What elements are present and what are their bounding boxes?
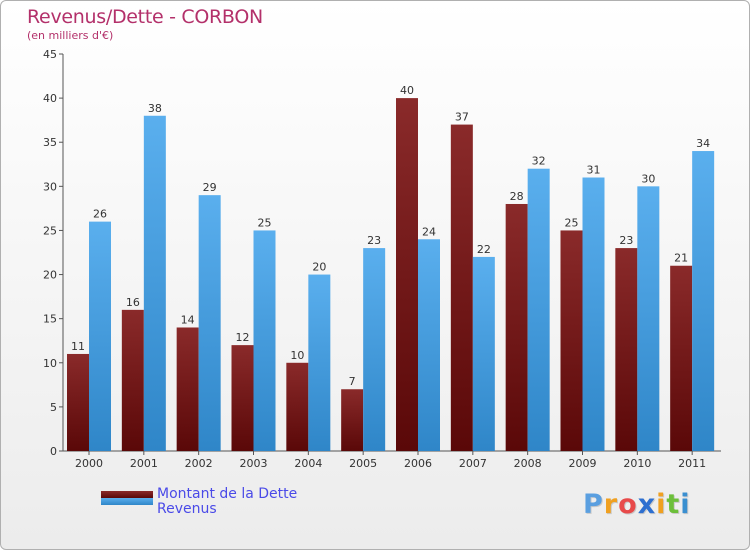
x-tick-label: 2010 [623, 457, 651, 470]
x-tick-label: 2000 [75, 457, 103, 470]
y-tick-label: 10 [43, 357, 57, 370]
y-tick-label: 15 [43, 313, 57, 326]
x-tick-label: 2005 [349, 457, 377, 470]
x-tick-label: 2003 [240, 457, 268, 470]
x-tick-label: 2004 [294, 457, 322, 470]
bar-revenus-2008 [527, 168, 550, 451]
bar-revenus-2001 [143, 115, 166, 451]
bar-revenus-2010 [637, 186, 660, 452]
logo-letter: o [618, 489, 638, 520]
bar-revenus-2005 [363, 248, 386, 451]
bar-dette-2008 [505, 203, 528, 451]
bar-dette-2003 [231, 345, 254, 451]
x-tick-label: 2008 [514, 457, 542, 470]
y-tick-label: 45 [43, 48, 57, 61]
legend-label-revenus: Revenus [157, 501, 217, 517]
bar-dette-2004 [286, 362, 309, 451]
bar-revenus-2007 [472, 256, 495, 451]
proxiti-logo: Proxiti [583, 489, 691, 520]
logo-letter: i [656, 489, 667, 520]
data-label-revenus-2000: 26 [93, 208, 107, 221]
bar-dette-2005 [341, 389, 364, 451]
data-label-dette-2002: 14 [181, 313, 195, 326]
x-tick-label: 2006 [404, 457, 432, 470]
bar-dette-2011 [670, 265, 693, 451]
data-label-revenus-2007: 22 [477, 243, 491, 256]
data-label-revenus-2010: 30 [641, 172, 655, 185]
data-label-dette-2010: 23 [619, 234, 633, 247]
legend-label-dette: Montant de la Dette [157, 486, 298, 502]
x-tick-label: 2009 [569, 457, 597, 470]
data-label-revenus-2005: 23 [367, 234, 381, 247]
logo-letter: P [583, 489, 604, 520]
bar-revenus-2000 [89, 221, 111, 451]
chart-title: Revenus/Dette - CORBON [27, 6, 263, 28]
data-label-dette-2003: 12 [236, 331, 250, 344]
legend-swatch-dette [101, 491, 153, 498]
x-tick-label: 2011 [678, 457, 706, 470]
data-label-revenus-2003: 25 [258, 216, 272, 229]
bar-revenus-2006 [418, 239, 440, 451]
bar-dette-2006 [396, 98, 418, 451]
y-tick-label: 0 [50, 445, 57, 458]
bar-dette-2007 [450, 124, 473, 452]
data-label-revenus-2011: 34 [696, 137, 710, 150]
y-tick-label: 25 [43, 224, 57, 237]
legend-swatch-revenus [101, 498, 153, 505]
data-label-revenus-2009: 31 [587, 164, 601, 177]
y-tick-label: 35 [43, 136, 57, 149]
logo-letter: t [666, 489, 681, 520]
bar-revenus-2011 [692, 151, 715, 452]
bar-revenus-2009 [582, 177, 605, 451]
bar-revenus-2004 [308, 274, 331, 451]
data-label-revenus-2004: 20 [312, 261, 326, 274]
data-label-revenus-2006: 24 [422, 225, 436, 238]
bar-dette-2010 [615, 248, 638, 451]
bar-revenus-2002 [198, 195, 221, 451]
logo-letter: r [603, 489, 619, 520]
chart-subtitle: (en milliers d'€) [27, 29, 114, 42]
y-tick-label: 5 [50, 401, 57, 414]
data-label-dette-2009: 25 [565, 216, 579, 229]
x-tick-label: 2007 [459, 457, 487, 470]
bar-dette-2009 [560, 230, 583, 451]
data-label-dette-2000: 11 [71, 340, 85, 353]
data-label-dette-2005: 7 [349, 375, 356, 388]
logo-letter: i [680, 489, 691, 520]
bar-dette-2001 [121, 309, 144, 451]
data-label-dette-2001: 16 [126, 296, 140, 309]
logo-letter: x [637, 489, 657, 520]
data-label-revenus-2001: 38 [148, 102, 162, 115]
data-label-dette-2006: 40 [400, 84, 414, 97]
x-tick-label: 2001 [130, 457, 158, 470]
bar-dette-2002 [176, 327, 199, 451]
data-label-revenus-2002: 29 [203, 181, 217, 194]
x-tick-label: 2002 [185, 457, 213, 470]
y-tick-label: 40 [43, 92, 57, 105]
data-label-revenus-2008: 32 [532, 155, 546, 168]
y-tick-label: 20 [43, 269, 57, 282]
bar-revenus-2003 [253, 230, 276, 451]
data-label-dette-2008: 28 [510, 190, 524, 203]
data-label-dette-2004: 10 [290, 349, 304, 362]
bar-dette-2000 [67, 353, 89, 451]
data-label-dette-2007: 37 [455, 111, 469, 124]
y-tick-label: 30 [43, 180, 57, 193]
data-label-dette-2011: 21 [674, 252, 688, 265]
